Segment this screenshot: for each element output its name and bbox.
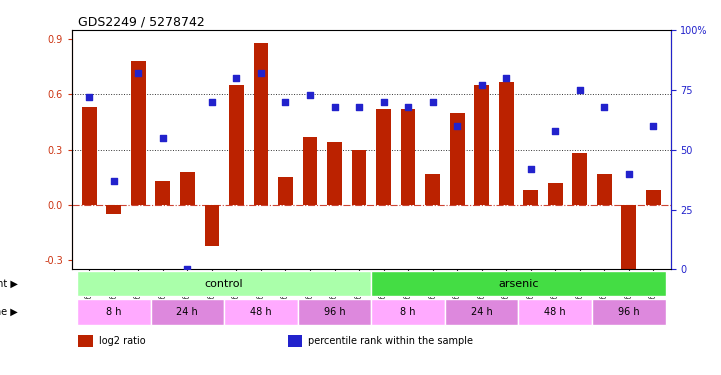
Point xyxy=(280,99,291,105)
Text: arsenic: arsenic xyxy=(498,279,539,289)
Bar xyxy=(254,43,268,205)
Point xyxy=(255,70,267,76)
Point xyxy=(329,104,340,110)
Text: control: control xyxy=(205,279,244,289)
Point xyxy=(402,104,414,110)
Bar xyxy=(499,82,513,205)
Point xyxy=(231,75,242,81)
FancyBboxPatch shape xyxy=(77,271,371,297)
FancyBboxPatch shape xyxy=(224,299,298,325)
Bar xyxy=(288,334,303,347)
Text: 8 h: 8 h xyxy=(106,307,122,317)
Point xyxy=(206,99,218,105)
Text: 48 h: 48 h xyxy=(250,307,272,317)
Bar xyxy=(303,137,317,205)
Point xyxy=(304,92,316,98)
Bar xyxy=(425,174,440,205)
Text: agent ▶: agent ▶ xyxy=(0,279,18,289)
Bar xyxy=(622,205,636,270)
Point xyxy=(500,75,512,81)
Text: 24 h: 24 h xyxy=(177,307,198,317)
FancyBboxPatch shape xyxy=(592,299,665,325)
Bar xyxy=(572,153,587,205)
Bar xyxy=(352,150,366,205)
Point xyxy=(574,87,585,93)
Bar xyxy=(107,205,121,214)
Point xyxy=(353,104,365,110)
Text: percentile rank within the sample: percentile rank within the sample xyxy=(309,336,474,346)
Bar xyxy=(180,172,195,205)
Point xyxy=(623,171,634,177)
Point xyxy=(525,166,536,172)
Bar xyxy=(376,109,391,205)
Point xyxy=(378,99,389,105)
Point xyxy=(427,99,438,105)
Text: 8 h: 8 h xyxy=(400,307,416,317)
Bar xyxy=(229,85,244,205)
Text: 24 h: 24 h xyxy=(471,307,492,317)
Bar xyxy=(401,109,415,205)
Text: GDS2249 / 5278742: GDS2249 / 5278742 xyxy=(78,16,205,29)
Point xyxy=(157,135,169,141)
Point xyxy=(549,128,561,134)
Bar xyxy=(597,174,611,205)
Bar xyxy=(450,113,464,205)
FancyBboxPatch shape xyxy=(445,299,518,325)
Text: 48 h: 48 h xyxy=(544,307,566,317)
Bar xyxy=(131,62,146,205)
Point xyxy=(451,123,463,129)
Point xyxy=(84,94,95,100)
Bar xyxy=(646,190,660,205)
Point xyxy=(647,123,659,129)
FancyBboxPatch shape xyxy=(518,299,592,325)
Text: log2 ratio: log2 ratio xyxy=(99,336,146,346)
Point xyxy=(108,178,120,184)
Point xyxy=(182,267,193,273)
Text: time ▶: time ▶ xyxy=(0,307,18,317)
Point xyxy=(598,104,610,110)
Point xyxy=(133,70,144,76)
Bar xyxy=(78,334,93,347)
Bar xyxy=(156,181,170,205)
Bar xyxy=(523,190,538,205)
Bar xyxy=(548,183,562,205)
Bar xyxy=(327,142,342,205)
Bar xyxy=(82,107,97,205)
Text: 96 h: 96 h xyxy=(324,307,345,317)
FancyBboxPatch shape xyxy=(151,299,224,325)
FancyBboxPatch shape xyxy=(371,299,445,325)
Bar xyxy=(205,205,219,246)
Text: 96 h: 96 h xyxy=(618,307,640,317)
FancyBboxPatch shape xyxy=(298,299,371,325)
FancyBboxPatch shape xyxy=(371,271,665,297)
Bar xyxy=(278,177,293,205)
FancyBboxPatch shape xyxy=(77,299,151,325)
Bar xyxy=(474,85,489,205)
Point xyxy=(476,82,487,88)
